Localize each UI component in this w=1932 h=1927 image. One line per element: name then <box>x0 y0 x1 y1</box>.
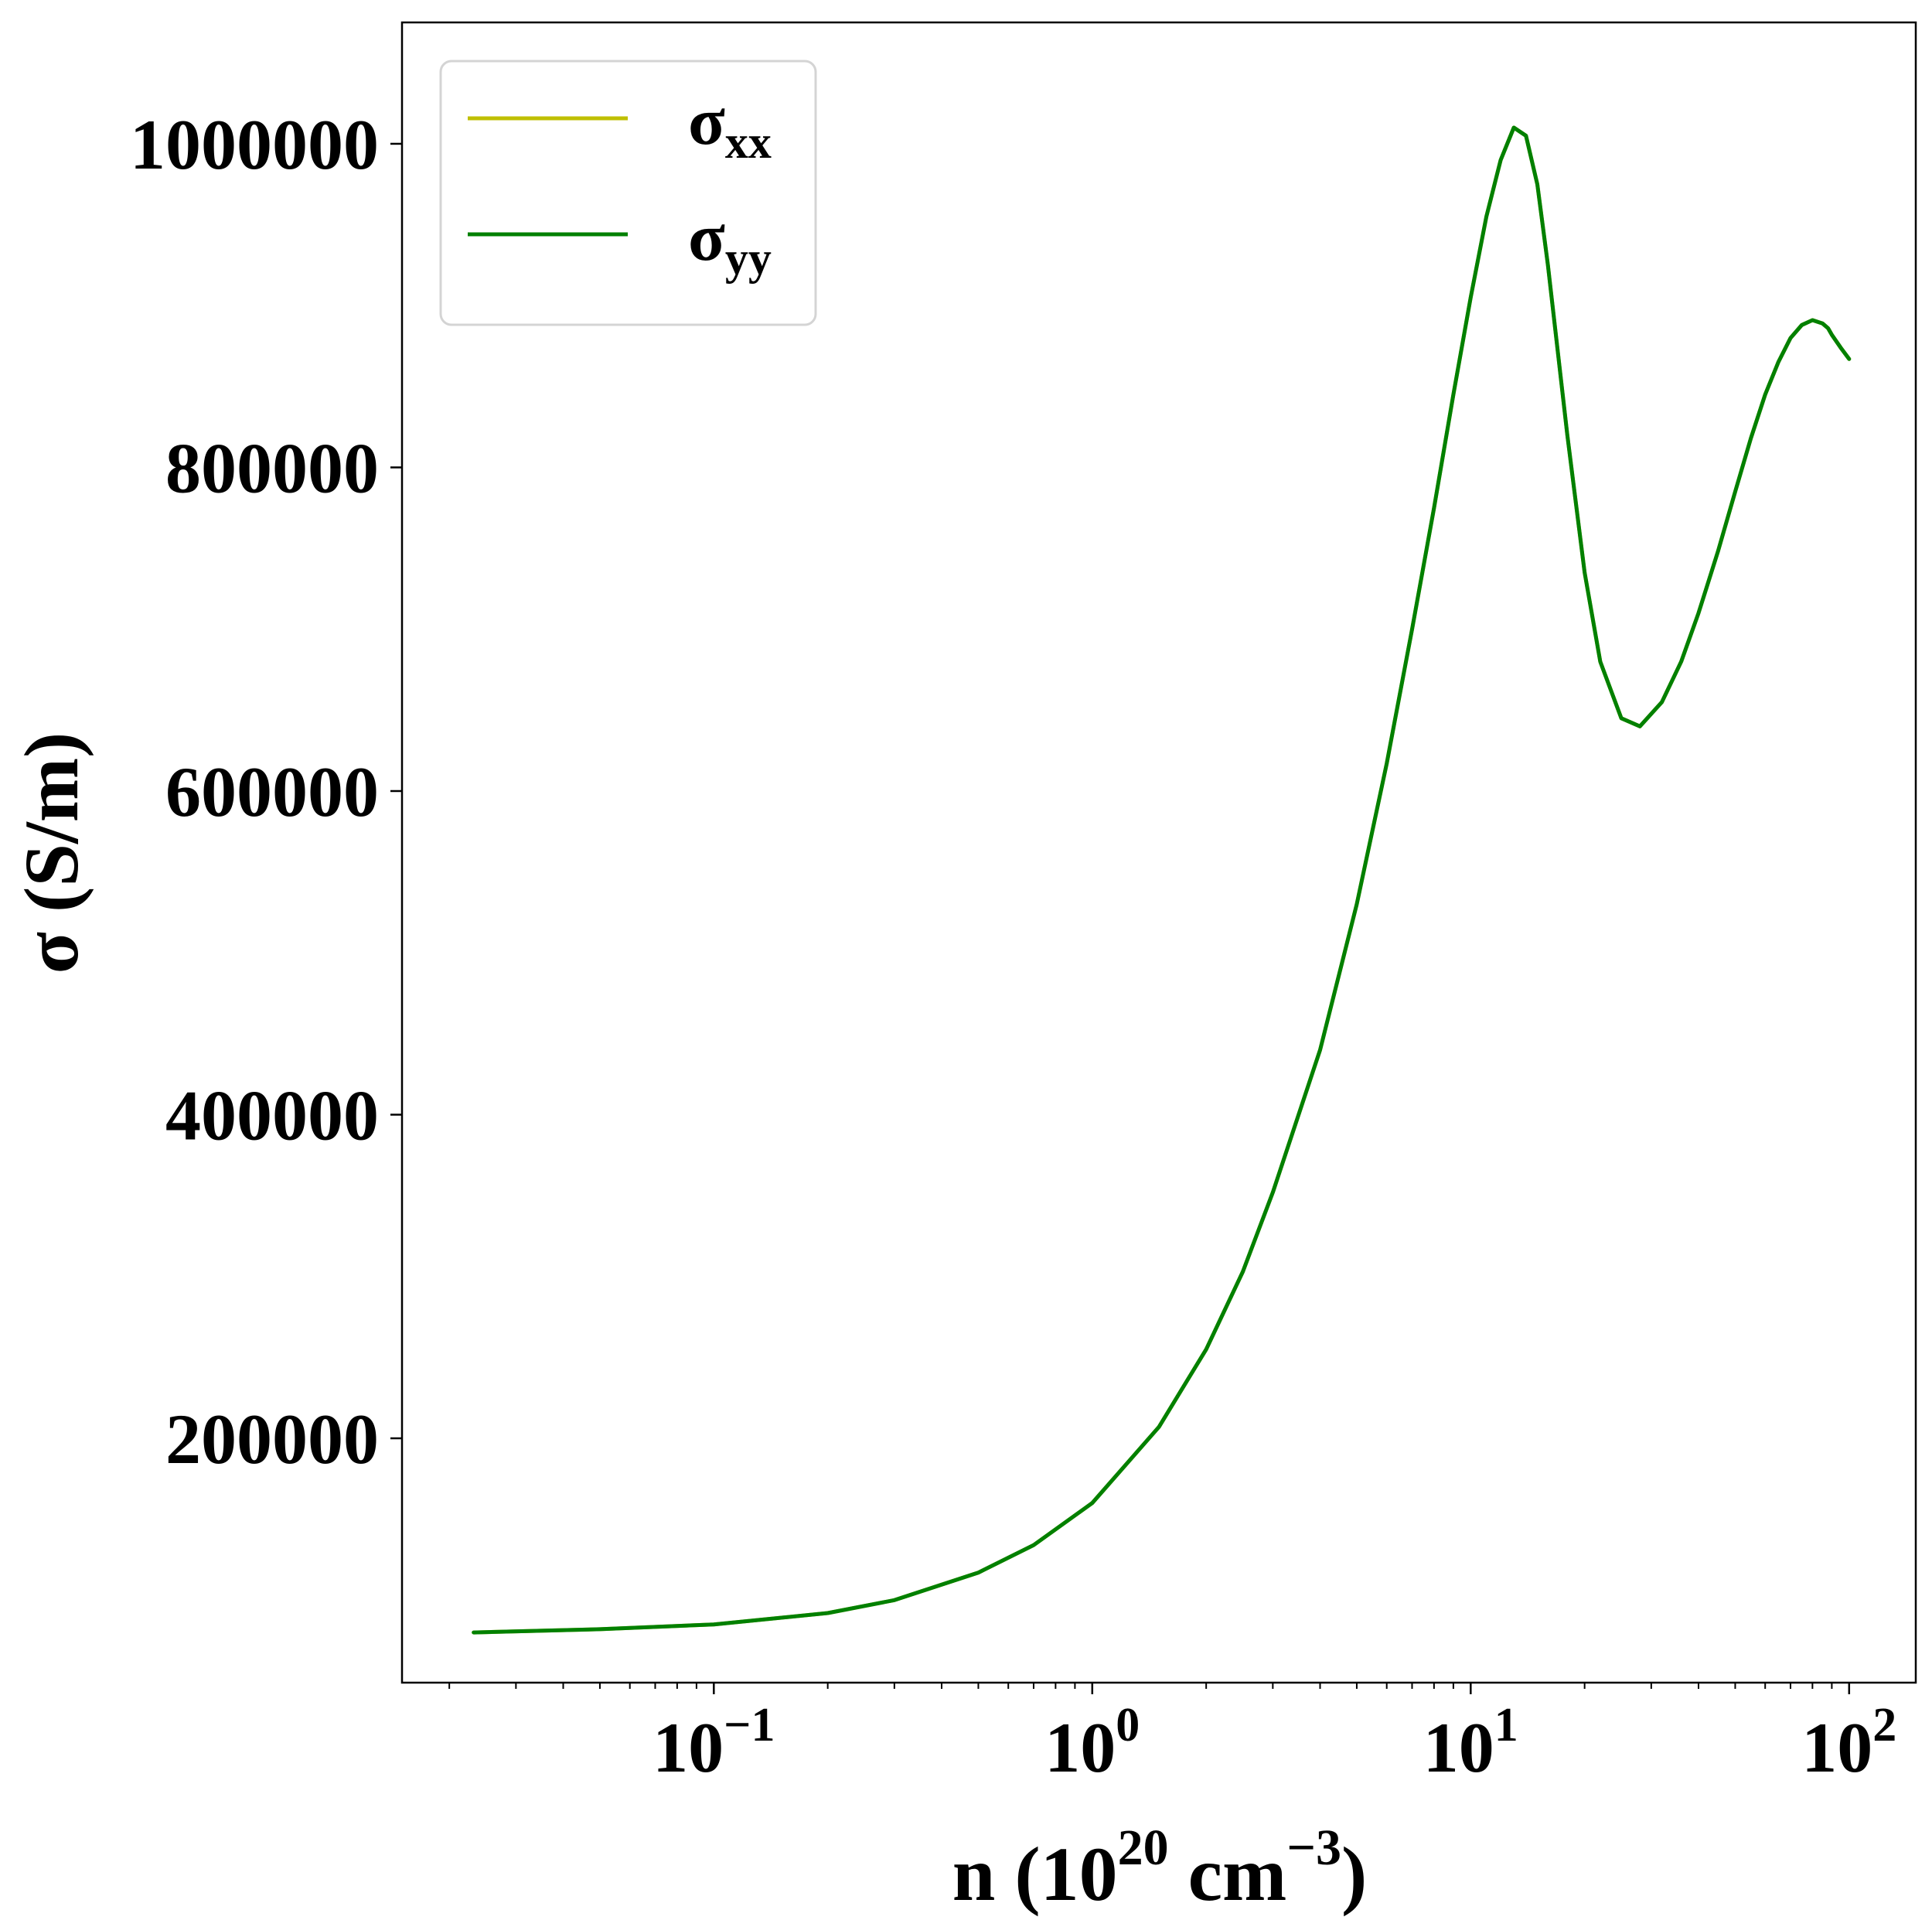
legend-label-sigma-xx: σxx <box>688 84 772 168</box>
series-line-sigma-yy <box>472 125 1852 1635</box>
legend-label-sigma-yy: σyy <box>688 200 772 284</box>
x-axis-title-end: ) <box>1341 1831 1367 1917</box>
x-tick-label: 101 <box>1423 1699 1518 1787</box>
y-axis-title: σ (S/m) <box>9 732 94 974</box>
y-tick-label: 1000000 <box>130 105 379 184</box>
x-tick-label: 102 <box>1801 1699 1896 1787</box>
y-tick-label: 400000 <box>165 1076 379 1155</box>
ticks-layer: 200000 400000 600000 800000 1000000 10−1 100 10… <box>130 105 1896 1787</box>
x-axis-title-main: n (10 <box>952 1831 1118 1917</box>
x-tick-label: 10−1 <box>653 1699 775 1787</box>
legend: σxx σyy <box>439 60 817 326</box>
series-layer <box>472 125 1852 1635</box>
plot-frame <box>400 21 1917 1684</box>
legend-box <box>439 60 817 326</box>
y-tick-label: 600000 <box>165 752 379 831</box>
y-tick-label: 800000 <box>165 428 379 507</box>
x-axis-title: n (1020 cm−3) <box>952 1820 1368 1917</box>
x-axis-title-sup1: 20 <box>1118 1820 1169 1876</box>
x-tick-label: 100 <box>1044 1699 1140 1787</box>
y-tick-label: 200000 <box>165 1400 379 1479</box>
x-axis-title-sup2: −3 <box>1286 1820 1341 1876</box>
x-axis-title-mid: cm <box>1169 1831 1287 1917</box>
